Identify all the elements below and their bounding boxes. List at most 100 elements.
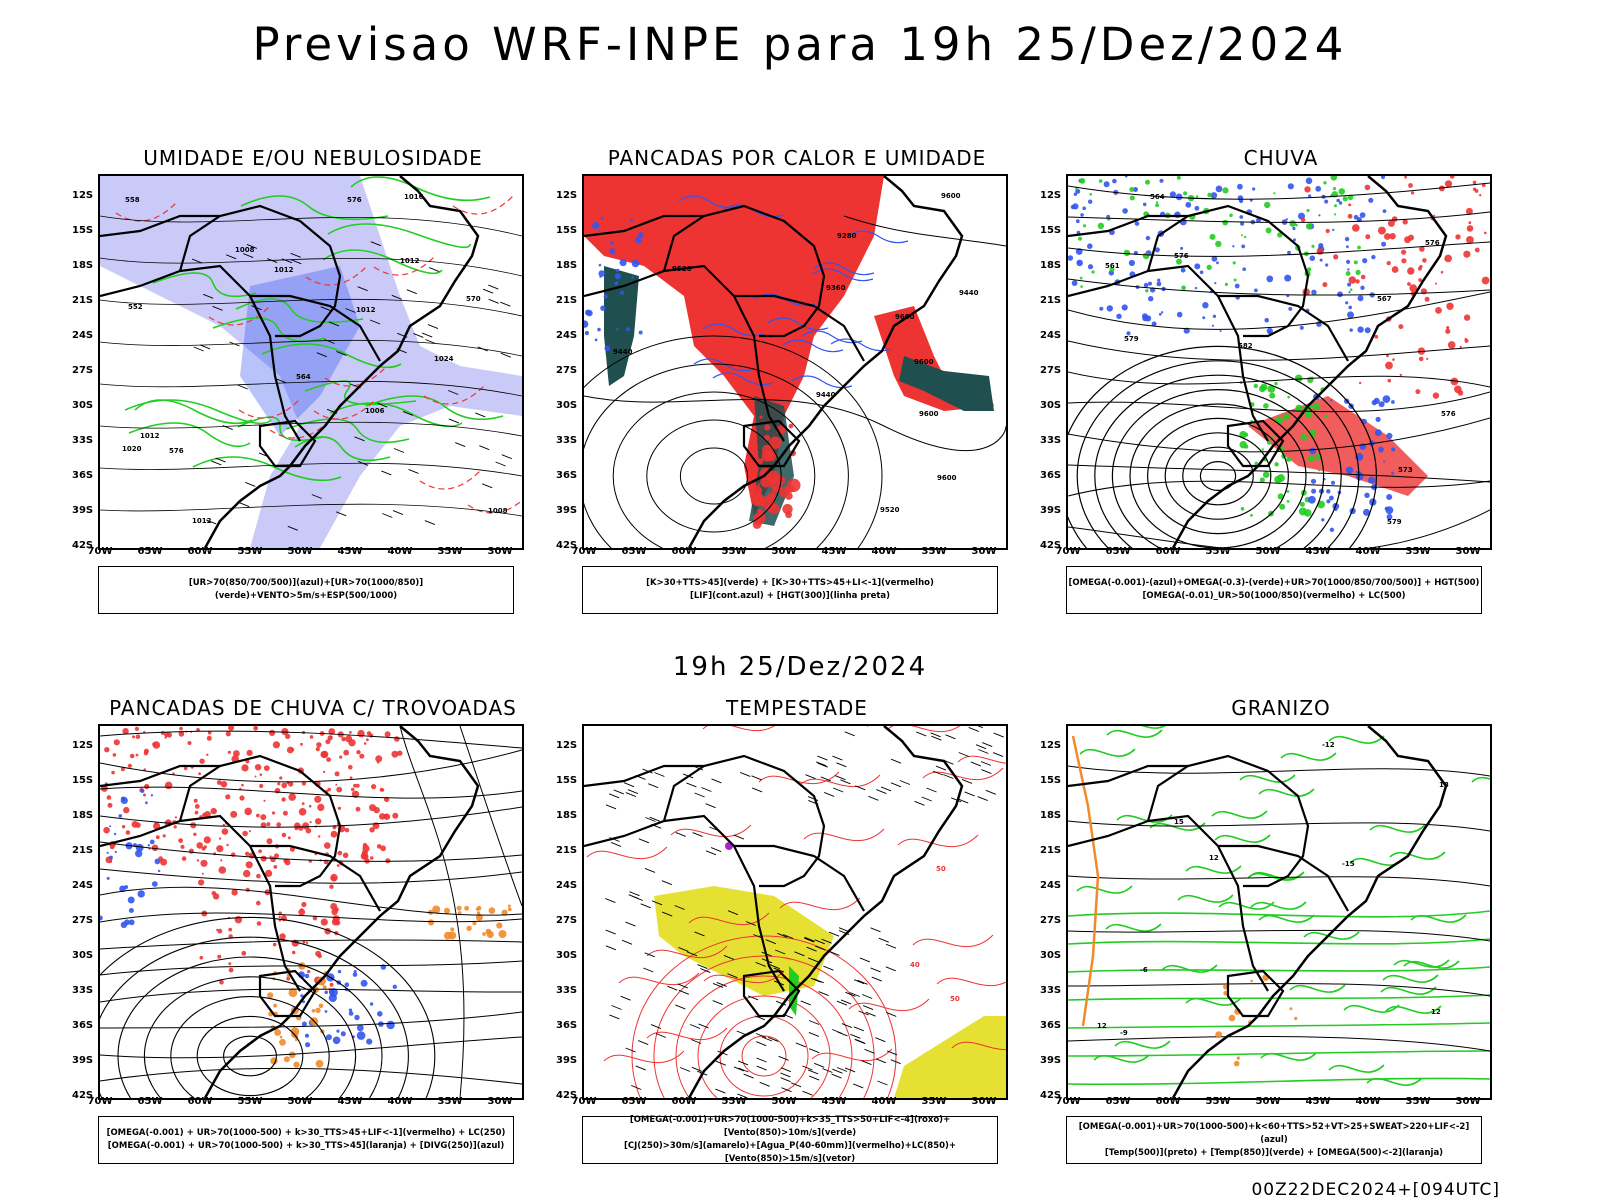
rain-red-cell — [1386, 261, 1391, 266]
lifted-index-cell — [609, 248, 616, 255]
wind850-vector — [876, 789, 887, 795]
wind-vector — [482, 288, 494, 294]
thunder-red-cell — [328, 728, 336, 735]
temp850-contour — [1250, 901, 1307, 910]
omega-green-cell — [1183, 191, 1188, 196]
rain-blue-cell — [1382, 395, 1391, 403]
lifted-index-cell — [614, 273, 621, 280]
thunder-red-cell — [302, 822, 310, 830]
wind850-vector — [768, 1036, 779, 1042]
lc500-streamline — [1068, 417, 1490, 453]
contour-label: 567 — [1377, 295, 1392, 303]
contour-label: 558 — [125, 196, 140, 204]
rain-green-cell — [1260, 383, 1268, 391]
contour-label: 9600 — [919, 410, 939, 418]
rain-blue-cell — [1391, 400, 1395, 404]
wind850-vector — [885, 966, 896, 972]
lat-tick-label: 24S — [1040, 880, 1062, 891]
coastline — [1171, 176, 1448, 548]
rain-red-cell — [1424, 296, 1430, 302]
lon-tick-label: 30W — [971, 546, 997, 557]
lon-tick-label: 70W — [571, 546, 597, 557]
lat-tick-label: 18S — [72, 260, 94, 271]
wind850-vector — [844, 1067, 856, 1073]
omega-red-cell — [1365, 234, 1371, 240]
country-border — [178, 754, 342, 888]
omega-blue-cell — [1106, 305, 1113, 312]
wind850-vector — [649, 816, 660, 822]
hgt500-contour — [1182, 446, 1254, 506]
country-border — [1068, 764, 1188, 788]
rain-blue-cell — [1383, 460, 1386, 463]
omega-blue-cell — [1116, 313, 1122, 319]
contour-label: 12 — [1209, 854, 1219, 862]
omega-blue-cell — [1134, 221, 1140, 226]
divergence-blue-cell — [332, 1036, 341, 1045]
lat-tick-label: 39S — [72, 505, 94, 516]
precipitable-water-contour — [702, 726, 776, 732]
divergence-blue-cell — [120, 796, 128, 805]
humidity-1000-850-contour — [134, 399, 253, 425]
thunder-red-cell — [305, 941, 309, 945]
omega-red-cell — [1433, 214, 1436, 217]
wind850-vector — [875, 1037, 886, 1043]
divergence-blue-cell — [369, 1002, 374, 1006]
wind850-vector — [775, 1000, 787, 1006]
rain-red-cell — [1463, 314, 1471, 321]
thunder-red-cell — [199, 955, 204, 960]
thunder-red-cell — [315, 950, 321, 957]
wind850-vector — [761, 1036, 773, 1042]
temp850-contour — [1385, 1005, 1442, 1014]
contour-label: 576 — [347, 196, 362, 204]
wind850-vector — [980, 761, 992, 766]
thunder-red-cell — [278, 915, 281, 919]
omega-blue-cell — [1068, 255, 1074, 261]
temp850-contour — [1343, 1004, 1400, 1013]
thunder-red-cell — [272, 741, 280, 749]
thunder-red-cell — [369, 856, 374, 860]
wind850-vector — [813, 978, 824, 984]
wind850-vector — [710, 847, 722, 853]
lifted-index-cell — [638, 330, 643, 335]
thunder-red-cell — [153, 822, 161, 830]
hgt500-contour — [1199, 461, 1237, 492]
divergence-blue-cell — [302, 1000, 306, 1004]
thunder-orange-cell — [450, 927, 455, 932]
omega-green-cell — [1241, 234, 1243, 237]
wind850-vector — [689, 1024, 701, 1029]
lat-tick-label: 33S — [1040, 985, 1062, 996]
lifted-index-cell — [598, 263, 602, 267]
wind-vector — [281, 258, 293, 264]
wind850-vector — [828, 931, 840, 937]
lc250-streamline — [100, 936, 409, 1098]
wind850-vector — [816, 761, 827, 767]
omega-blue-cell — [1237, 195, 1244, 201]
wind850-vector — [820, 776, 831, 782]
legend-line: [K>30+TTS>45](verde) + [K>30+TTS>45+LI<-… — [646, 578, 934, 588]
divergence-blue-cell — [147, 844, 150, 847]
divergence-blue-cell — [100, 915, 103, 921]
coastline — [203, 176, 480, 548]
wind-vector — [193, 346, 204, 352]
lat-tick-label: 18S — [556, 810, 578, 821]
omega500-orange-cell — [1228, 1014, 1236, 1022]
rain-green-cell — [1318, 469, 1321, 472]
wind-vector — [215, 457, 226, 463]
rain-red-cell — [1360, 274, 1366, 280]
omega-blue-cell — [1315, 185, 1322, 192]
wind850-vector — [890, 758, 902, 764]
wind850-vector — [674, 905, 685, 910]
wind850-vector — [759, 1081, 770, 1087]
rain-green-cell — [1277, 493, 1284, 500]
omega-blue-cell — [1285, 218, 1288, 221]
omega-blue-cell — [1362, 258, 1368, 264]
lat-tick-label: 30S — [1040, 400, 1062, 411]
humidity-1000-850-contour — [128, 422, 251, 448]
thunder-red-cell — [291, 950, 296, 955]
thunder-red-cell — [307, 969, 311, 974]
omega-blue-cell — [1325, 263, 1329, 267]
rain-green-cell — [1300, 433, 1307, 441]
lifted-index-cell — [600, 217, 604, 220]
wind850-vector — [835, 775, 846, 781]
omega-green-cell — [1355, 269, 1361, 275]
